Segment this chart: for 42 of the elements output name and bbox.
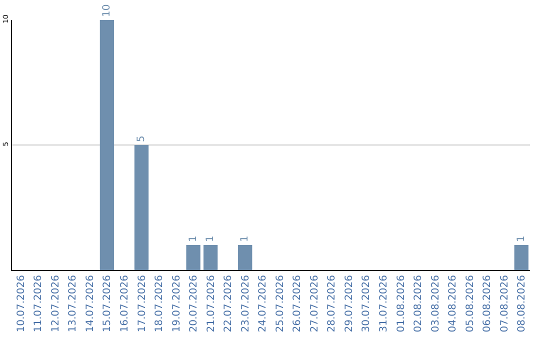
x-tick-label: 11.07.2026 [33,275,44,332]
x-tick-label: 17.07.2026 [136,275,148,332]
x-tick-label: 30.07.2026 [361,275,372,332]
x-tick-label: 25.07.2026 [274,275,286,332]
bar [238,245,252,270]
x-tick-label: 03.08.2026 [430,275,442,332]
x-tick-label: 01.08.2026 [396,275,407,332]
x-tick-label: 19.07.2026 [171,275,182,332]
x-tick-label: 18.07.2026 [154,275,166,332]
bar [514,245,528,270]
bar [203,245,218,270]
x-tick-label: 27.07.2026 [309,275,320,332]
x-tick-label: 24.07.2026 [258,275,269,332]
x-tick-label: 08.08.2026 [516,275,528,332]
x-tick-label: 02.08.2026 [413,275,424,332]
x-tick-label: 20.07.2026 [188,275,200,332]
x-tick-label: 31.07.2026 [378,275,390,332]
x-tick-label: 28.07.2026 [326,275,338,332]
x-tick-label: 04.08.2026 [448,275,459,332]
x-tick-label: 12.07.2026 [50,275,62,332]
x-tick-label: 16.07.2026 [119,275,130,332]
x-tick-label: 07.08.2026 [499,275,510,332]
x-tick-label: 15.07.2026 [102,275,114,332]
x-tick-label: 06.08.2026 [482,275,494,332]
x-tick-label: 10.07.2026 [16,275,27,332]
x-tick-label: 14.07.2026 [84,275,96,332]
bar [100,20,114,270]
x-tick-label: 26.07.2026 [292,275,304,332]
x-tick-label: 23.07.2026 [240,275,252,332]
x-tick-label: 21.07.2026 [206,275,217,332]
x-tick-label: 05.08.2026 [464,275,476,332]
bar [134,145,149,270]
data-label: 1 [188,236,199,242]
data-label: 5 [136,136,147,142]
bar [186,245,200,270]
data-label: 1 [240,236,251,242]
data-label: 1 [205,236,216,242]
data-label: 1 [516,236,527,242]
x-tick-label: 13.07.2026 [68,275,79,332]
x-tick-label: 29.07.2026 [344,275,355,332]
x-tick-label: 22.07.2026 [223,275,234,332]
data-label: 10 [101,4,112,17]
